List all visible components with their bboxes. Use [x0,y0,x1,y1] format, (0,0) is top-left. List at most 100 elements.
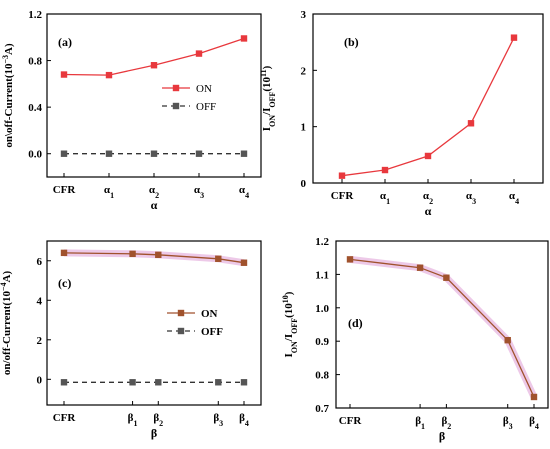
data-point [504,336,511,344]
data-point [150,62,158,69]
y-tick-label: 1.0 [315,303,329,315]
panel-label: (a) [58,35,72,49]
legend-marker [177,327,185,335]
data-point [215,379,222,386]
legend-marker [177,309,185,317]
plot-frame [335,240,549,409]
x-tick-label: β2 [441,415,451,431]
y-tick-label: 1.2 [315,236,329,248]
panel-b: 0 1 2 3 CFR α1 α2 α3 α4 α ION/IOFF(1011) (b) [259,9,544,218]
panel-label: (c) [58,276,71,290]
legend-label: ON [196,83,212,95]
x-tick-label: CFR [331,190,355,202]
x-tick-label: β3 [213,412,223,428]
y-tick-label: 0.4 [28,102,42,114]
x-tick-label: α2 [423,190,433,206]
data-point [530,393,538,401]
y-tick-label: 6 [37,256,43,268]
y-tick-label: 1.1 [315,269,329,281]
x-tick-label: α4 [509,190,519,206]
x-tick-label: β4 [529,415,539,431]
panel-a: 0.0 0.4 0.8 1.2 CFR α1 α2 α3 α4 α on\off-Current(1… [1,9,262,212]
x-axis-label: α [425,204,432,218]
data-point [381,166,389,174]
y-tick-label: 0 [37,374,43,386]
x-tick-label: β2 [153,412,163,428]
data-point [60,71,68,78]
y-tick-label: 0.7 [315,403,329,415]
x-axis-label: β [439,429,445,443]
data-point [129,250,136,258]
x-tick-label: β1 [415,415,425,431]
data-point [240,150,248,157]
panel-label: (d) [348,316,363,330]
y-tick-label: 0.8 [28,56,42,68]
x-tick-label: α1 [380,190,390,206]
y-tick-label: 0.0 [28,149,42,161]
series-halo [349,255,538,399]
y-axis-label: on/off-Current(10−4A) [0,271,13,376]
data-point [346,256,354,263]
data-point [60,150,68,157]
data-point [105,150,113,157]
data-point [129,379,136,386]
y-tick-label: 1 [301,122,307,134]
data-point [338,172,346,179]
plot-frame [46,240,262,406]
panel-label: (b) [344,35,359,49]
x-tick-label: CFR [53,184,77,196]
y-tick-label: 4 [37,295,43,307]
y-tick-label: 0 [301,178,307,190]
legend-marker [172,102,180,110]
data-point [155,251,162,259]
y-tick-label: 2 [37,335,43,347]
y-axis-label: ION/IOFF(1011) [259,65,277,131]
y-axis-label: on\off-Current(10−3A) [1,43,16,148]
legend-label: OFF [196,101,216,113]
data-point [60,249,68,257]
x-tick-label: β3 [503,415,513,431]
data-point [416,264,424,271]
data-point [215,255,222,262]
x-tick-label: β1 [128,412,138,428]
data-point [424,152,432,160]
data-point [240,35,248,42]
x-axis-label: β [151,426,157,440]
data-point [510,34,518,41]
legend-marker [172,84,180,92]
data-point [467,120,475,127]
data-point [150,150,158,157]
data-point [195,50,203,57]
y-axis-label: ION/IOFF(1010) [281,291,299,357]
data-point [60,379,68,386]
data-point [155,379,162,386]
x-tick-label: α3 [194,184,204,200]
data-point [443,274,450,281]
legend: ON OFF [167,308,223,338]
y-tick-label: 1.2 [28,9,42,21]
legend: ON OFF [162,83,216,113]
y-tick-label: 3 [301,9,307,21]
panel-d: 0.7 0.8 0.9 1.0 1.1 1.2 CFR β1 β2 β3 β4 β ION/IOFF(1… [281,236,549,443]
data-point [240,259,248,266]
x-tick-label: α4 [239,184,249,200]
x-tick-label: CFR [53,412,77,424]
data-point [240,379,248,386]
data-point [195,150,203,157]
series-line [63,37,245,76]
y-tick-label: 0.8 [315,370,329,382]
x-axis-label: α [151,198,158,212]
data-point [105,71,113,79]
x-tick-label: α1 [104,184,114,200]
x-tick-label: α2 [149,184,159,200]
panel-c: 0 2 4 6 CFR β1 β2 β3 β4 β on/off-Current(10−4A) (c)… [0,240,262,440]
legend-label: OFF [201,326,223,338]
x-tick-label: α3 [466,190,476,206]
y-tick-label: 2 [301,65,307,77]
x-tick-label: CFR [339,415,363,427]
y-tick-label: 0.9 [315,336,329,348]
series-line [349,258,535,398]
x-tick-label: β4 [239,412,249,428]
legend-label: ON [201,308,218,320]
